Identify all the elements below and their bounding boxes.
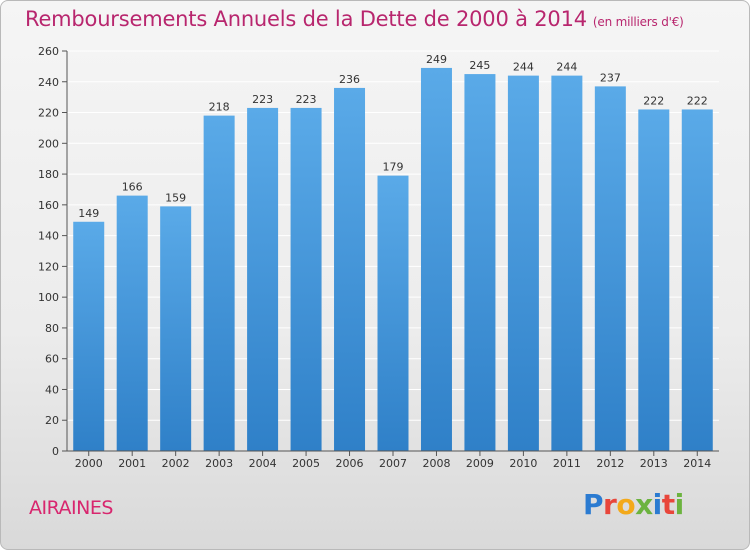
y-tick-label: 20 xyxy=(45,414,59,427)
data-label: 245 xyxy=(469,59,490,72)
x-tick-label: 2002 xyxy=(162,457,190,470)
x-tick-label: 2014 xyxy=(683,457,711,470)
logo-letter: i xyxy=(674,488,685,521)
y-tick-label: 200 xyxy=(38,137,59,150)
data-label: 223 xyxy=(252,93,273,106)
bar xyxy=(681,109,713,451)
x-tick-label: 2012 xyxy=(596,457,624,470)
x-tick-label: 2009 xyxy=(466,457,494,470)
logo-letter: o xyxy=(616,488,636,521)
y-tick-label: 80 xyxy=(45,322,59,335)
y-tick-label: 180 xyxy=(38,168,59,181)
data-label: 179 xyxy=(383,161,404,174)
x-tick-label: 2008 xyxy=(422,457,450,470)
bar xyxy=(160,206,192,451)
y-tick-label: 160 xyxy=(38,199,59,212)
y-tick-label: 60 xyxy=(45,353,59,366)
logo-letter: t xyxy=(661,488,675,521)
x-tick-label: 2000 xyxy=(75,457,103,470)
y-tick-label: 40 xyxy=(45,383,59,396)
bar xyxy=(377,175,409,451)
data-label: 222 xyxy=(643,94,664,107)
logo-letter: i xyxy=(652,488,663,521)
x-tick-label: 2007 xyxy=(379,457,407,470)
y-tick-label: 0 xyxy=(52,445,59,458)
bar xyxy=(203,115,235,451)
data-label: 237 xyxy=(600,71,621,84)
bar xyxy=(290,107,322,451)
x-tick-label: 2010 xyxy=(509,457,537,470)
bar xyxy=(420,67,452,451)
bar xyxy=(594,86,626,451)
city-label: AIRAINES xyxy=(29,497,113,519)
logo-letter: r xyxy=(603,488,617,521)
bar xyxy=(464,74,496,452)
y-tick-label: 100 xyxy=(38,291,59,304)
chart-title-text: Remboursements Annuels de la Dette de 20… xyxy=(25,7,587,31)
x-tick-label: 2003 xyxy=(205,457,233,470)
proxiti-logo: Proxiti xyxy=(583,488,684,521)
bar xyxy=(507,75,539,451)
bar xyxy=(638,109,670,451)
data-label: 159 xyxy=(165,191,186,204)
logo-letter: x xyxy=(635,488,653,521)
logo-letter: P xyxy=(583,488,604,521)
x-tick-label: 2001 xyxy=(118,457,146,470)
bar xyxy=(116,195,148,451)
y-tick-label: 140 xyxy=(38,230,59,243)
y-tick-label: 260 xyxy=(38,45,59,58)
y-tick-label: 240 xyxy=(38,76,59,89)
bar xyxy=(247,107,279,451)
x-tick-label: 2006 xyxy=(336,457,364,470)
x-tick-label: 2005 xyxy=(292,457,320,470)
y-tick-label: 220 xyxy=(38,107,59,120)
x-tick-label: 2011 xyxy=(553,457,581,470)
data-label: 236 xyxy=(339,73,360,86)
data-label: 223 xyxy=(296,93,317,106)
y-tick-label: 120 xyxy=(38,260,59,273)
data-label: 249 xyxy=(426,53,447,66)
chart-title: Remboursements Annuels de la Dette de 20… xyxy=(25,7,684,31)
data-label: 222 xyxy=(687,94,708,107)
data-label: 218 xyxy=(209,101,230,114)
bar xyxy=(73,221,105,451)
x-tick-label: 2013 xyxy=(640,457,668,470)
bar xyxy=(334,87,366,451)
data-label: 244 xyxy=(556,61,577,74)
data-label: 244 xyxy=(513,61,534,74)
chart-subtitle: (en milliers d'€) xyxy=(592,15,684,29)
data-label: 166 xyxy=(122,181,143,194)
data-label: 149 xyxy=(78,207,99,220)
x-tick-label: 2004 xyxy=(249,457,277,470)
bar xyxy=(551,75,583,451)
